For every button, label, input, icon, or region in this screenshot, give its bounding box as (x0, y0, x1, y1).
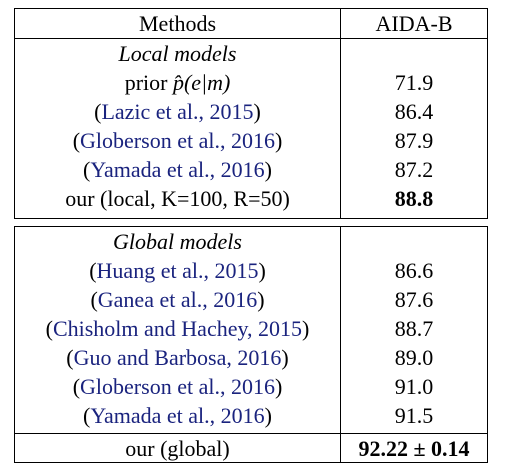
score-cell: 88.7 (394, 316, 434, 341)
paren-open: ( (89, 258, 97, 283)
paren-close: ) (274, 374, 283, 399)
paren-open: ( (82, 403, 91, 428)
method-cell: our (local, K=100, R=50) (65, 186, 290, 211)
method-cell: (Globerson et al., 2016) (15, 126, 340, 155)
score-cell: 86.4 (394, 99, 434, 124)
header-row: Methods AIDA-B (15, 9, 487, 38)
method-cell: (Yamada et al., 2016) (15, 155, 340, 184)
global-section-title: Global models (113, 229, 242, 254)
method-cell: (Ganea et al., 2016) (15, 285, 340, 314)
table-row: (Guo and Barbosa, 2016) 89.0 (15, 343, 487, 372)
paren-open: ( (72, 374, 81, 399)
table-row: (Lazic et al., 2015) 86.4 (15, 97, 487, 126)
table-row: (Globerson et al., 2016) 91.0 (15, 372, 487, 401)
section-title-row: Global models (15, 227, 487, 256)
paren-close: ) (274, 128, 283, 153)
paren-close: ) (258, 258, 266, 283)
header-methods: Methods (139, 11, 216, 36)
table-row-ours-global: our (global) 92.22 ± 0.14 (15, 434, 487, 463)
paren-open: ( (45, 316, 53, 341)
citation-link[interactable]: Lazic et al., 2015 (101, 99, 254, 124)
paren-close: ) (264, 403, 272, 428)
method-cell: (Lazic et al., 2015) (15, 97, 340, 126)
citation-link[interactable]: Yamada et al., 2016 (90, 157, 265, 182)
paren-open: ( (90, 287, 98, 312)
method-cell: (Chisholm and Hachey, 2015) (15, 314, 340, 343)
table-row: (Yamada et al., 2016) 91.5 (15, 401, 487, 430)
table-row: (Ganea et al., 2016) 87.6 (15, 285, 487, 314)
score-cell: 87.9 (394, 128, 434, 153)
header-dataset: AIDA-B (375, 11, 453, 36)
score-cell: 89.0 (394, 345, 434, 370)
table-row: (Huang et al., 2015) 86.6 (15, 256, 487, 285)
method-prefix: prior (124, 70, 173, 95)
prior-formula: p̂(e|m) (172, 70, 231, 95)
method-cell: (Yamada et al., 2016) (15, 401, 340, 430)
citation-link[interactable]: Yamada et al., 2016 (90, 403, 265, 428)
table-row: (Yamada et al., 2016) 87.2 (15, 155, 487, 184)
score-cell: 86.6 (394, 258, 434, 283)
paren-open: ( (66, 345, 74, 370)
score-cell: 87.6 (394, 287, 434, 312)
score-cell: 91.0 (394, 374, 434, 399)
table-row: prior p̂(e|m) 71.9 (15, 68, 487, 97)
best-score-cell: 88.8 (394, 186, 434, 211)
method-cell: (Globerson et al., 2016) (15, 372, 340, 401)
method-cell: (Guo and Barbosa, 2016) (15, 343, 340, 372)
header-divider (15, 38, 487, 39)
method-cell: our (global) (125, 436, 230, 461)
paren-close: ) (253, 99, 261, 124)
method-cell: prior p̂(e|m) (15, 68, 340, 97)
method-cell: (Huang et al., 2015) (15, 256, 340, 285)
citation-link[interactable]: Chisholm and Hachey, 2015 (52, 316, 303, 341)
paren-close: ) (257, 287, 265, 312)
paren-open: ( (94, 99, 102, 124)
citation-link[interactable]: Ganea et al., 2016 (97, 287, 258, 312)
paren-close: ) (302, 316, 310, 341)
score-cell: 71.9 (394, 70, 434, 95)
paren-close: ) (281, 345, 289, 370)
column-divider (340, 227, 341, 462)
score-cell: 91.5 (394, 403, 434, 428)
paren-close: ) (264, 157, 272, 182)
table-row: (Chisholm and Hachey, 2015) 88.7 (15, 314, 487, 343)
table-row: (Globerson et al., 2016) 87.9 (15, 126, 487, 155)
section-title-row: Local models (15, 39, 487, 68)
local-models-table: Methods AIDA-B Local models prior p̂(e|m… (14, 8, 488, 219)
paren-open: ( (82, 157, 91, 182)
footer-divider (15, 433, 487, 434)
global-models-table: Global models (Huang et al., 2015) 86.6 … (14, 226, 488, 463)
citation-link[interactable]: Globerson et al., 2016 (80, 374, 275, 399)
citation-link[interactable]: Guo and Barbosa, 2016 (73, 345, 282, 370)
citation-link[interactable]: Globerson et al., 2016 (80, 128, 275, 153)
score-cell: 87.2 (394, 157, 434, 182)
table-row-ours-local: our (local, K=100, R=50) 88.8 (15, 184, 487, 213)
local-section-title: Local models (118, 41, 237, 66)
best-score-cell: 92.22 ± 0.14 (358, 436, 470, 461)
paren-open: ( (72, 128, 81, 153)
citation-link[interactable]: Huang et al., 2015 (96, 258, 259, 283)
column-divider (340, 9, 341, 218)
